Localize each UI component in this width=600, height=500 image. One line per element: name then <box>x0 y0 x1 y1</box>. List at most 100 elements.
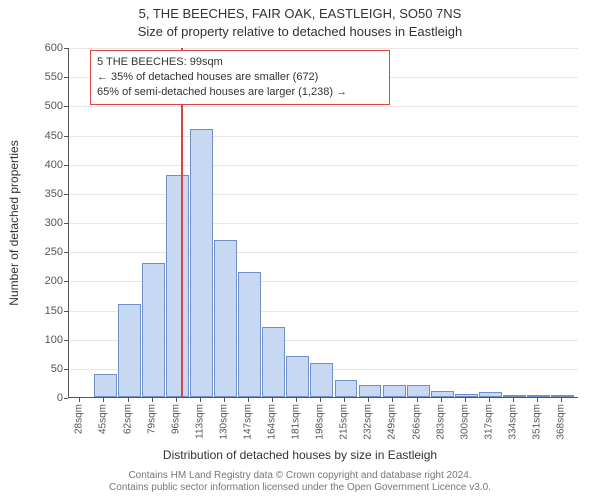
ytick-mark <box>64 106 68 107</box>
ytick-label: 250 <box>23 246 63 258</box>
xtick-label: 62sqm <box>122 404 133 434</box>
histogram-bar <box>479 392 502 397</box>
ytick-mark <box>64 165 68 166</box>
xtick-mark <box>176 398 177 402</box>
chart-title-line2: Size of property relative to detached ho… <box>0 24 600 39</box>
xtick-mark <box>103 398 104 402</box>
annotation-line3: 65% of semi-detached houses are larger (… <box>97 85 383 100</box>
ytick-mark <box>64 48 68 49</box>
gridline <box>69 223 578 224</box>
xtick-mark <box>561 398 562 402</box>
histogram-bar <box>214 240 237 398</box>
ytick-mark <box>64 77 68 78</box>
xtick-label: 317sqm <box>483 404 494 440</box>
chart-title-line1: 5, THE BEECHES, FAIR OAK, EASTLEIGH, SO5… <box>0 6 600 21</box>
xtick-label: 113sqm <box>194 404 205 439</box>
histogram-bar <box>503 395 526 397</box>
ytick-mark <box>64 398 68 399</box>
xtick-label: 147sqm <box>242 404 253 440</box>
histogram-bar <box>142 263 165 397</box>
xtick-mark <box>465 398 466 402</box>
footer-line1: Contains HM Land Registry data © Crown c… <box>0 470 600 482</box>
xtick-mark <box>296 398 297 402</box>
histogram-bar <box>335 380 358 398</box>
ytick-mark <box>64 223 68 224</box>
xtick-mark <box>248 398 249 402</box>
ytick-mark <box>64 136 68 137</box>
histogram-bar <box>118 304 141 397</box>
histogram-bar <box>431 391 454 397</box>
ytick-label: 0 <box>23 392 63 404</box>
gridline <box>69 136 578 137</box>
ytick-mark <box>64 369 68 370</box>
xtick-label: 232sqm <box>363 404 374 440</box>
xtick-label: 79sqm <box>146 404 157 434</box>
xtick-mark <box>79 398 80 402</box>
xtick-mark <box>344 398 345 402</box>
footer: Contains HM Land Registry data © Crown c… <box>0 470 600 494</box>
histogram-bar <box>359 385 382 397</box>
ytick-mark <box>64 194 68 195</box>
histogram-bar <box>262 327 285 397</box>
histogram-bar <box>383 385 406 397</box>
xtick-mark <box>272 398 273 402</box>
histogram-bar <box>286 356 309 397</box>
xtick-mark <box>417 398 418 402</box>
xtick-mark <box>200 398 201 402</box>
xtick-label: 334sqm <box>507 404 518 440</box>
xtick-mark <box>152 398 153 402</box>
histogram-bar <box>455 394 478 397</box>
ytick-mark <box>64 252 68 253</box>
xtick-label: 28sqm <box>74 404 85 434</box>
gridline <box>69 194 578 195</box>
ytick-mark <box>64 340 68 341</box>
annotation-line2: ← 35% of detached houses are smaller (67… <box>97 70 383 85</box>
xtick-label: 300sqm <box>459 404 470 440</box>
ytick-label: 400 <box>23 159 63 171</box>
xtick-label: 249sqm <box>387 404 398 440</box>
ytick-label: 50 <box>23 363 63 375</box>
ytick-label: 100 <box>23 334 63 346</box>
histogram-bar <box>407 385 430 397</box>
histogram-bar <box>94 374 117 397</box>
xtick-label: 198sqm <box>315 404 326 440</box>
xtick-mark <box>368 398 369 402</box>
histogram-bar <box>190 129 213 397</box>
histogram-bar <box>551 395 574 397</box>
xtick-label: 215sqm <box>339 404 350 440</box>
ytick-label: 500 <box>23 100 63 112</box>
histogram-bar <box>310 363 333 397</box>
xtick-mark <box>128 398 129 402</box>
annotation-line1: 5 THE BEECHES: 99sqm <box>97 55 383 70</box>
annotation-box: 5 THE BEECHES: 99sqm ← 35% of detached h… <box>90 50 390 105</box>
xtick-label: 45sqm <box>98 404 109 434</box>
xtick-label: 368sqm <box>556 404 567 440</box>
y-axis-label: Number of detached properties <box>7 140 21 305</box>
gridline <box>69 106 578 107</box>
footer-line2: Contains public sector information licen… <box>0 482 600 494</box>
ytick-label: 150 <box>23 305 63 317</box>
ytick-label: 600 <box>23 42 63 54</box>
xtick-label: 164sqm <box>267 404 278 440</box>
ytick-label: 200 <box>23 275 63 287</box>
xtick-label: 181sqm <box>291 404 302 440</box>
xtick-label: 351sqm <box>531 404 542 440</box>
xtick-label: 130sqm <box>218 404 229 440</box>
ytick-label: 450 <box>23 130 63 142</box>
xtick-label: 266sqm <box>411 404 422 440</box>
gridline <box>69 48 578 49</box>
xtick-mark <box>320 398 321 402</box>
xtick-label: 283sqm <box>435 404 446 440</box>
xtick-mark <box>489 398 490 402</box>
ytick-label: 350 <box>23 188 63 200</box>
gridline <box>69 165 578 166</box>
gridline <box>69 252 578 253</box>
xtick-mark <box>513 398 514 402</box>
x-axis-label: Distribution of detached houses by size … <box>0 448 600 462</box>
histogram-bar <box>238 272 261 397</box>
xtick-mark <box>441 398 442 402</box>
xtick-mark <box>392 398 393 402</box>
xtick-label: 96sqm <box>170 404 181 434</box>
ytick-label: 550 <box>23 71 63 83</box>
ytick-label: 300 <box>23 217 63 229</box>
